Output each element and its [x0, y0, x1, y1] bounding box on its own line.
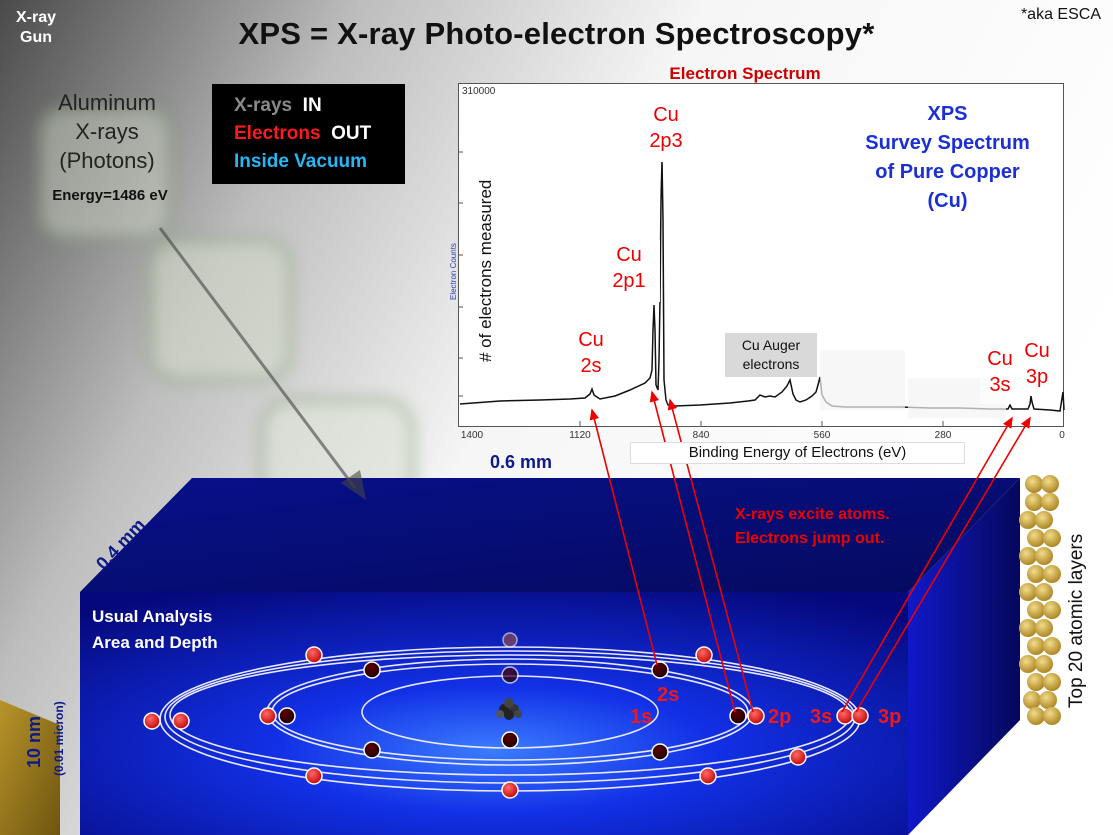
peak-label-cu-3p-line1: Cu: [1024, 340, 1050, 362]
legend-xrays: X-rays: [234, 95, 293, 116]
sample-width-label: 0.6 mm: [490, 452, 553, 472]
xps-survey-box: XPS Survey Spectrum of Pure Copper (Cu): [840, 98, 1055, 222]
shell-label-3s: 3s: [810, 706, 833, 728]
page-title: XPS = X-ray Photo-electron Spectroscopy*: [238, 16, 875, 51]
x-tick-560: 560: [813, 430, 831, 441]
peak-label-cu-2s-line2: 2s: [580, 355, 602, 377]
shell-label-2s: 2s: [657, 684, 680, 706]
atomic-layer-stack: [1019, 475, 1061, 725]
source-line3: (Photons): [59, 148, 155, 173]
legend-electrons: Electrons: [234, 123, 321, 144]
xray-gun-label: X-ray Gun: [10, 8, 62, 48]
peak-label-cu-3p-line2: 3p: [1025, 366, 1049, 388]
y-axis-label: # of electrons measured: [476, 179, 495, 362]
peak-label-cu-3s-line1: Cu: [987, 348, 1013, 370]
x-tick-280: 280: [934, 430, 952, 441]
peak-label-cu-2s-line1: Cu: [578, 329, 604, 351]
spectrum-title: Electron Spectrum: [669, 64, 821, 83]
peak-label-cu-3s-line2: 3s: [989, 374, 1011, 396]
peak-label-cu-2p3: Cu 2p3: [632, 100, 700, 162]
xps-box-line3: of Pure Copper: [875, 161, 1020, 183]
xps-box-line2: Survey Spectrum: [865, 132, 1030, 154]
sample-thickness-label: 10 nm: [24, 715, 44, 768]
xps-box-line1: XPS: [927, 103, 968, 125]
x-tick-1120: 1120: [569, 430, 591, 441]
analysis-area-label: Usual Analysis Area and Depth: [92, 604, 218, 656]
nucleus: [496, 698, 522, 720]
emission-arrows: [589, 390, 1031, 713]
peak-label-cu-2p1-line1: Cu: [616, 244, 642, 266]
sample-thickness-note: (0.01 micron): [52, 701, 66, 776]
peak-label-cu-2p1: Cu 2p1: [598, 240, 660, 302]
legend-out: OUT: [331, 123, 372, 144]
analysis-line1: Usual Analysis: [92, 607, 213, 626]
xray-beam-arrow: [158, 227, 357, 489]
electrons: [143, 632, 869, 799]
in-out-legend-box: X-rays IN Electrons OUT Inside Vacuum: [212, 84, 405, 184]
excite-line1: X-rays excite atoms.: [735, 506, 890, 523]
source-energy: Energy=1486 eV: [52, 187, 168, 204]
aka-note: *aka ESCA: [1020, 6, 1101, 23]
peak-label-cu-2p3-line1: Cu: [653, 104, 679, 126]
sample-slab: [80, 478, 1020, 835]
auger-label: Cu Auger electrons: [725, 333, 817, 377]
analysis-line2: Area and Depth: [92, 633, 218, 652]
xps-box-line4: (Cu): [927, 190, 968, 212]
source-line1: Aluminum: [58, 90, 156, 115]
source-line2: X-rays: [75, 119, 139, 144]
y-max-label: 310000: [462, 86, 496, 97]
x-tick-1400: 1400: [460, 430, 484, 441]
legend-in: IN: [302, 95, 322, 116]
atomic-layers-label: Top 20 atomic layers: [1066, 533, 1087, 708]
peak-label-cu-2p3-line2: 2p3: [649, 130, 683, 152]
shell-label-1s: 1s: [630, 706, 653, 728]
x-tick-0: 0: [1059, 430, 1065, 441]
x-axis-label: Binding Energy of Electrons (eV): [630, 442, 965, 464]
xray-gun-line1: X-ray: [15, 9, 57, 26]
xray-gun-line2: Gun: [20, 29, 52, 46]
source-label: Aluminum X-rays (Photons): [32, 88, 182, 175]
shell-label-3p: 3p: [878, 706, 902, 728]
shell-label-2p: 2p: [768, 706, 792, 728]
excite-line2: Electrons jump out.: [735, 530, 885, 547]
x-tick-840: 840: [692, 430, 710, 441]
excite-caption: X-rays excite atoms. Electrons jump out.: [735, 503, 890, 551]
peak-label-cu-2p1-line2: 2p1: [612, 270, 646, 292]
legend-vacuum: Inside Vacuum: [234, 151, 368, 172]
peak-label-cu-3p: Cu 3p: [1017, 336, 1057, 396]
y-axis-small-label: Electron Counts: [449, 243, 458, 300]
peak-label-cu-2s: Cu 2s: [560, 325, 622, 383]
auger-line2: electrons: [742, 356, 800, 372]
auger-line1: Cu Auger: [741, 337, 801, 353]
peak-label-cu-3s: Cu 3s: [980, 344, 1020, 404]
